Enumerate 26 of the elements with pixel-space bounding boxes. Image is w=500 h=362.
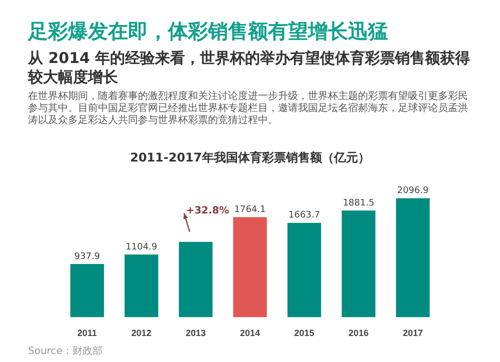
- chart-title: 2011-2017年我国体育彩票销售额（亿元）: [130, 150, 370, 164]
- text: 足彩爆发在即，体彩销售额有望增长迅猛: [28, 18, 389, 45]
- bar: [287, 222, 322, 318]
- bar: [178, 242, 213, 318]
- x-tick-label: 2015: [294, 328, 314, 338]
- bar: [70, 264, 104, 318]
- bar: [342, 210, 376, 318]
- x-tick-label: 2011: [77, 328, 97, 338]
- data-label: 1764.1: [234, 204, 266, 215]
- x-tick-label: 2013: [186, 328, 206, 338]
- x-tick-label: 2017: [402, 328, 423, 338]
- text: 从 2014 年的经验来看，世界杯的举办有望使体育彩票销售额获得较大幅度增长: [28, 49, 472, 87]
- data-label: 1104.9: [126, 242, 158, 252]
- bar: [396, 198, 430, 318]
- data-label: 1663.7: [288, 210, 320, 221]
- annotation: +32.8%: [186, 206, 230, 217]
- x-tick-label: 2012: [131, 328, 152, 338]
- bar: [124, 254, 158, 318]
- x-tick-label: 2014: [240, 328, 260, 338]
- data-label: 1881.5: [342, 198, 374, 208]
- data-label: 937.9: [74, 252, 100, 262]
- x-tick-label: 2016: [348, 328, 369, 338]
- source-note: Source：财政部: [28, 344, 104, 358]
- text: 在世界杯期间，随着赛事的激烈程度和关注讨论度进一步升级，世界杯主题的彩票有望吸引更多彩民参与其中。目前中国足彩官网已经推出世界杯专题栏目，邀请我国足坛名宿郝海东，足球评论员孟洪涛以及众多足彩达人共同参与世界杯彩票的竞猜过程中。: [28, 91, 469, 127]
- bar: [233, 217, 267, 318]
- data-label: 2096.9: [397, 186, 429, 196]
